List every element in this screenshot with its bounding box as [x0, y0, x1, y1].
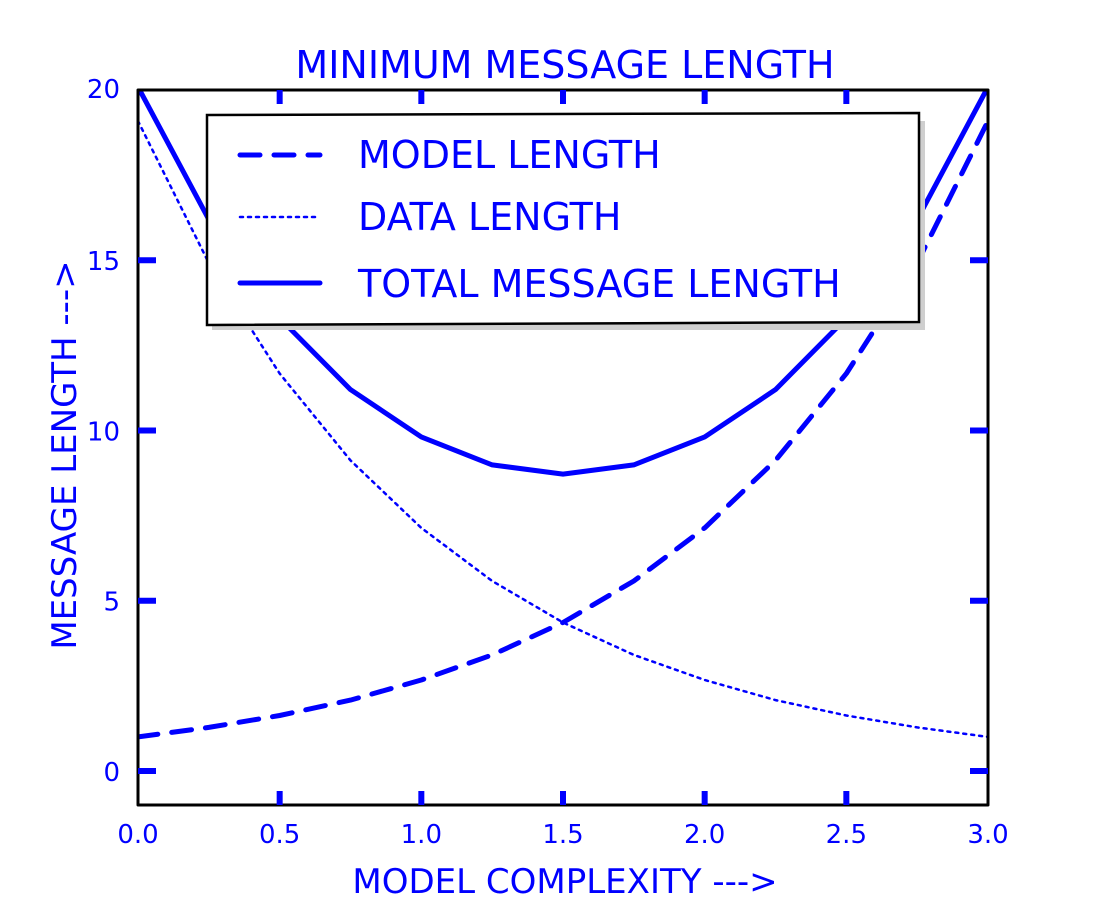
series-line-1: [138, 119, 988, 739]
x-tick-label-4: 2.0: [684, 820, 725, 850]
y-tick-label-2: 10: [87, 417, 120, 447]
y-tick-label-3: 15: [87, 247, 120, 277]
ticks: 0.0 0.5 1.0 1.5 2.0 2.5 3.0 0 5 10 15 20: [87, 75, 1009, 850]
x-axis-label: MODEL COMPLEXITY --->: [352, 862, 777, 900]
x-tick-label-3: 1.5: [542, 820, 583, 850]
legend-box: [205, 111, 921, 327]
x-tick-label-1: 0.5: [259, 820, 300, 850]
legend-label-data: DATA LENGTH: [358, 195, 621, 239]
x-tick-label-6: 3.0: [967, 820, 1008, 850]
y-tick-label-4: 20: [87, 75, 120, 105]
chart-title: MINIMUM MESSAGE LENGTH: [295, 43, 834, 87]
x-tick-label-5: 2.5: [826, 820, 867, 850]
series-line-0: [138, 118, 988, 740]
legend-label-total: TOTAL MESSAGE LENGTH: [357, 262, 841, 306]
legend-label-model: MODEL LENGTH: [358, 133, 661, 177]
x-tick-label-2: 1.0: [401, 820, 442, 850]
y-tick-label-1: 5: [103, 588, 120, 618]
y-tick-label-0: 0: [103, 758, 120, 788]
legend: MODEL LENGTH DATA LENGTH TOTAL MESSAGE L…: [205, 111, 925, 330]
x-tick-label-0: 0.0: [117, 820, 158, 850]
y-axis-label: MESSAGE LENGTH --->: [45, 260, 85, 649]
